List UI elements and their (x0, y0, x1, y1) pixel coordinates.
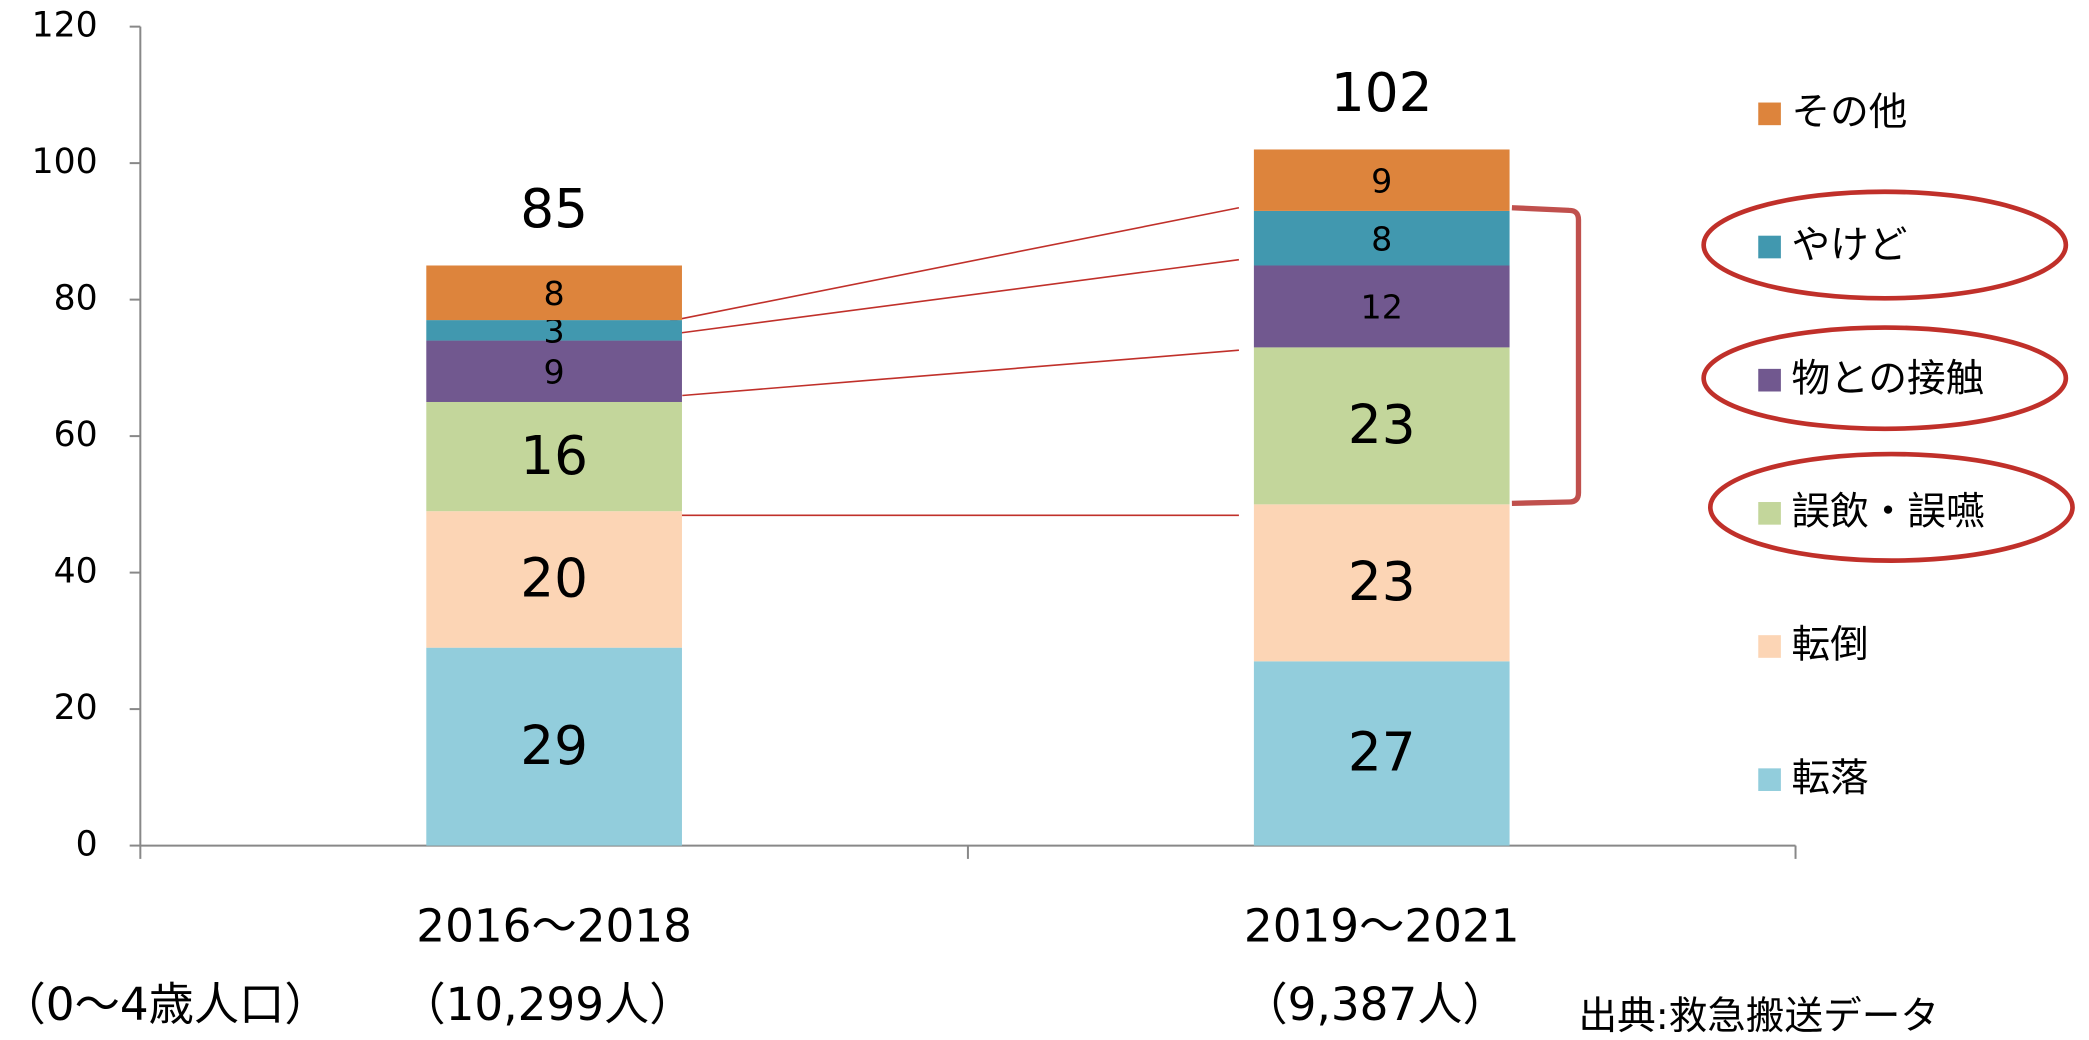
y-tick-label: 40 (54, 552, 98, 592)
legend-label: 誤飲・誤嚥 (1792, 490, 1985, 535)
bar-segment (1253, 265, 1510, 348)
legend-swatch (1758, 635, 1781, 658)
annotations (670, 189, 2075, 563)
bar-segment (1253, 210, 1510, 266)
legend-label: 転倒 (1792, 623, 1869, 668)
x-tick-label: 2016〜2018 (416, 899, 692, 952)
source: 出典:救急搬送データ (1578, 994, 1939, 1039)
data-label: 3 (544, 311, 565, 350)
legend-swatch (1758, 768, 1781, 791)
legend-label: 物との接触 (1792, 356, 1985, 401)
data-label: 23 (1348, 551, 1416, 613)
bar-segment (426, 401, 682, 512)
data-label: 9 (544, 352, 565, 391)
legend-label: 転落 (1792, 756, 1869, 801)
highlight-ellipse (1701, 325, 2069, 432)
y-tick-label: 0 (76, 825, 98, 865)
bar-segment (426, 340, 682, 402)
connector-line (682, 349, 1239, 397)
legend-label: その他 (1792, 90, 1908, 135)
data-label: 9 (1371, 161, 1392, 200)
bar-segment (426, 647, 682, 846)
y-tick-label: 100 (32, 142, 98, 182)
connector-line (670, 206, 1240, 322)
total-label: 85 (520, 178, 588, 240)
legend-swatch (1758, 102, 1781, 126)
bracket (1511, 205, 1582, 507)
y-tick-label: 20 (54, 688, 98, 728)
bar-segment (1253, 504, 1510, 662)
y-tick-label: 60 (54, 415, 98, 455)
bar-segment (426, 265, 682, 321)
data-label: 20 (520, 548, 588, 610)
legend-swatch (1758, 502, 1781, 525)
data-label: 27 (1348, 722, 1416, 784)
highlight-ellipse (1707, 451, 2075, 563)
total-label: 102 (1331, 62, 1433, 124)
category-note: （10,299人） (400, 978, 694, 1031)
bar-segment (1253, 347, 1510, 505)
data-label: 16 (520, 425, 588, 487)
bar-segment (426, 320, 682, 341)
legend-label: やけど (1792, 223, 1908, 268)
data-label: 12 (1361, 288, 1403, 327)
highlight-ellipse (1701, 189, 2069, 301)
data-label: 29 (520, 715, 588, 777)
data-label: 8 (1371, 219, 1392, 258)
bar-segment (1253, 149, 1510, 211)
legend-swatch (1758, 235, 1781, 259)
population-label: （0〜4歳人口） (1, 978, 330, 1031)
legend-swatch (1758, 368, 1781, 392)
y-tick-label: 120 (32, 6, 98, 46)
bar-segment (1253, 661, 1510, 846)
y-tick-label: 80 (54, 279, 98, 319)
x-tick-label: 2019〜2021 (1244, 899, 1520, 952)
bar-segment (426, 511, 682, 648)
connector-line (670, 258, 1240, 336)
data-label: 23 (1348, 394, 1416, 456)
category-note: （9,387人） (1242, 978, 1507, 1031)
data-label: 8 (544, 274, 565, 313)
